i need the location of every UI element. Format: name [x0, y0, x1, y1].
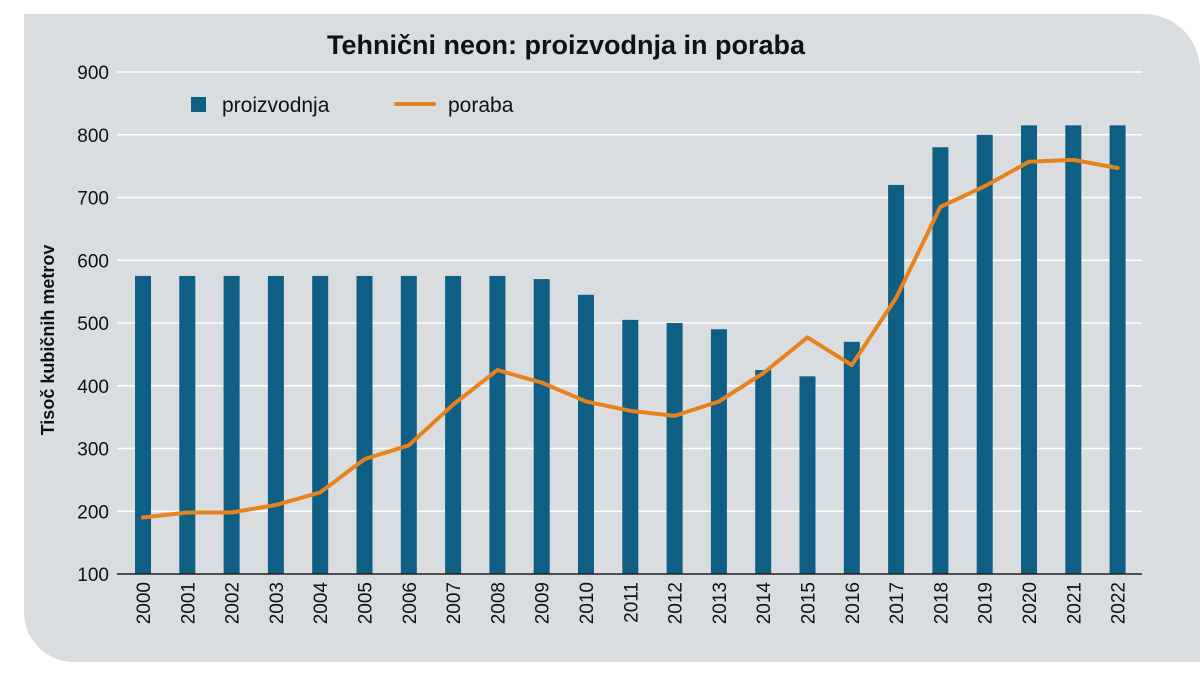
y-tick-label: 900 [77, 63, 109, 84]
chart-title: Tehnični neon: proizvodnja in poraba [327, 30, 806, 60]
point-poraba [1071, 158, 1075, 162]
x-tick-label: 2002 [223, 582, 244, 624]
point-poraba [1027, 160, 1031, 164]
line-group [141, 157, 1120, 520]
y-axis-label: Tisoč kubičnih metrov [38, 245, 58, 436]
point-poraba [894, 296, 898, 300]
legend: proizvodnja poraba [191, 94, 514, 117]
point-poraba [363, 457, 366, 461]
point-poraba [1116, 166, 1120, 170]
chart-panel: 100 200 300 400 500 600 700 800 900 2000 2001 2002 2… [24, 14, 1200, 662]
x-tick-label: 2009 [533, 582, 554, 624]
bar-proizvodnja [622, 319, 639, 574]
bar-proizvodnja [1021, 125, 1037, 575]
x-tick-label: 2015 [799, 582, 820, 624]
point-poraba [495, 368, 499, 372]
point-poraba [141, 516, 145, 520]
bar-proizvodnja [445, 275, 462, 574]
y-tick-label: 700 [77, 189, 109, 210]
point-poraba [850, 363, 854, 367]
x-tick-label: 2004 [311, 582, 332, 625]
y-tick-label: 500 [77, 314, 109, 335]
y-tick-label: 100 [77, 565, 109, 586]
point-poraba [673, 414, 677, 418]
point-poraba [938, 205, 942, 209]
bar-proizvodnja [932, 147, 949, 575]
point-poraba [540, 381, 544, 385]
bars-group [135, 125, 1126, 575]
bar-proizvodnja [843, 341, 860, 574]
x-tick-label: 2017 [887, 582, 908, 624]
x-tick-label: 2019 [976, 582, 997, 624]
bar-proizvodnja [489, 275, 506, 574]
legend-label-proizvodnja: proizvodnja [222, 94, 330, 117]
point-poraba [806, 335, 809, 339]
x-tick-label: 2005 [356, 582, 377, 624]
x-tick-label: 2022 [1109, 582, 1130, 624]
x-tick-label: 2006 [400, 582, 421, 624]
x-tick-label: 2021 [1064, 582, 1085, 624]
point-poraba [230, 511, 234, 515]
point-poraba [628, 409, 632, 413]
y-tick-label: 600 [77, 251, 109, 272]
point-poraba [983, 184, 987, 188]
legend-label-poraba: poraba [448, 94, 514, 117]
x-tick-label: 2013 [710, 582, 731, 624]
y-tick-label: 300 [77, 440, 109, 461]
point-poraba [185, 511, 189, 515]
y-tick-label: 200 [77, 502, 109, 523]
x-tick-label: 2014 [754, 582, 775, 625]
x-tick-label: 2011 [621, 582, 642, 623]
chart-svg: 100 200 300 400 500 600 700 800 900 2000 2001 2002 2… [24, 14, 1200, 662]
bar-proizvodnja [976, 134, 993, 574]
x-tick-label: 2003 [267, 582, 288, 624]
bar-proizvodnja [1065, 125, 1082, 575]
bar-proizvodnja [1109, 125, 1126, 575]
point-poraba [717, 399, 721, 403]
bar-proizvodnja [578, 294, 594, 574]
legend-swatch-proizvodnja [191, 97, 206, 112]
x-tick-label: 2016 [843, 582, 864, 624]
point-poraba [274, 503, 278, 507]
bar-proizvodnja [135, 275, 151, 574]
point-poraba [407, 443, 411, 447]
bar-proizvodnja [400, 275, 417, 574]
x-tick-label: 2000 [134, 582, 155, 624]
x-tick-label: 2020 [1020, 582, 1041, 624]
bar-proizvodnja [267, 275, 284, 574]
point-poraba [451, 403, 455, 407]
x-tick-label: 2008 [488, 582, 509, 624]
point-poraba [761, 371, 765, 375]
bar-proizvodnja [533, 279, 550, 574]
bar-proizvodnja [710, 329, 727, 574]
x-tick-label: 2001 [178, 582, 199, 624]
bar-proizvodnja [799, 376, 816, 574]
bar-proizvodnja [223, 275, 240, 574]
bar-proizvodnja [312, 275, 329, 574]
bar-proizvodnja [755, 370, 772, 574]
x-tick-label: 2018 [931, 582, 952, 624]
y-tick-label: 800 [77, 126, 109, 147]
labels-group: 100 200 300 400 500 600 700 800 900 2000 2001 2002 2… [77, 63, 1129, 624]
x-tick-label: 2007 [444, 582, 465, 624]
x-tick-label: 2012 [666, 582, 687, 624]
bar-proizvodnja [888, 184, 905, 574]
point-poraba [318, 490, 322, 494]
point-poraba [584, 399, 588, 403]
bar-proizvodnja [666, 323, 683, 574]
y-tick-label: 400 [77, 377, 109, 398]
bar-proizvodnja [179, 275, 196, 574]
x-tick-label: 2010 [577, 582, 598, 624]
bar-proizvodnja [356, 275, 373, 574]
